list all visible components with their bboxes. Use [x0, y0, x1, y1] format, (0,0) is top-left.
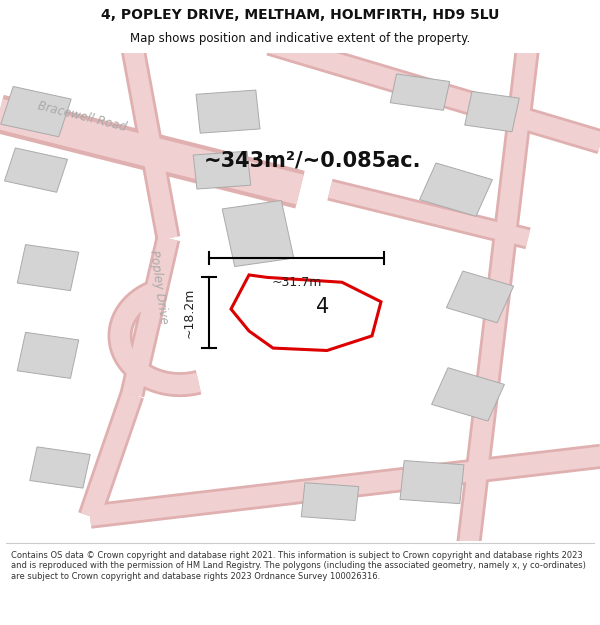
Text: 4, POPLEY DRIVE, MELTHAM, HOLMFIRTH, HD9 5LU: 4, POPLEY DRIVE, MELTHAM, HOLMFIRTH, HD9… — [101, 8, 499, 22]
Polygon shape — [301, 482, 359, 521]
Polygon shape — [193, 151, 251, 189]
Polygon shape — [400, 461, 464, 504]
Polygon shape — [446, 271, 514, 322]
Polygon shape — [390, 74, 450, 111]
Text: 4: 4 — [316, 298, 329, 318]
Text: Map shows position and indicative extent of the property.: Map shows position and indicative extent… — [130, 32, 470, 45]
Polygon shape — [431, 368, 505, 421]
Polygon shape — [222, 201, 294, 266]
Polygon shape — [17, 332, 79, 378]
Polygon shape — [231, 275, 381, 351]
Polygon shape — [465, 91, 519, 132]
Polygon shape — [1, 86, 71, 137]
Text: Bracewell Road: Bracewell Road — [36, 99, 128, 134]
Text: ~31.7m: ~31.7m — [271, 276, 322, 289]
Text: ~343m²/~0.085ac.: ~343m²/~0.085ac. — [203, 151, 421, 171]
Text: Contains OS data © Crown copyright and database right 2021. This information is : Contains OS data © Crown copyright and d… — [11, 551, 586, 581]
Text: Popley Drive: Popley Drive — [148, 249, 170, 325]
Polygon shape — [30, 447, 90, 488]
Polygon shape — [17, 244, 79, 291]
Polygon shape — [419, 163, 493, 216]
Text: ~18.2m: ~18.2m — [183, 288, 196, 338]
Polygon shape — [4, 148, 68, 192]
Polygon shape — [196, 90, 260, 133]
